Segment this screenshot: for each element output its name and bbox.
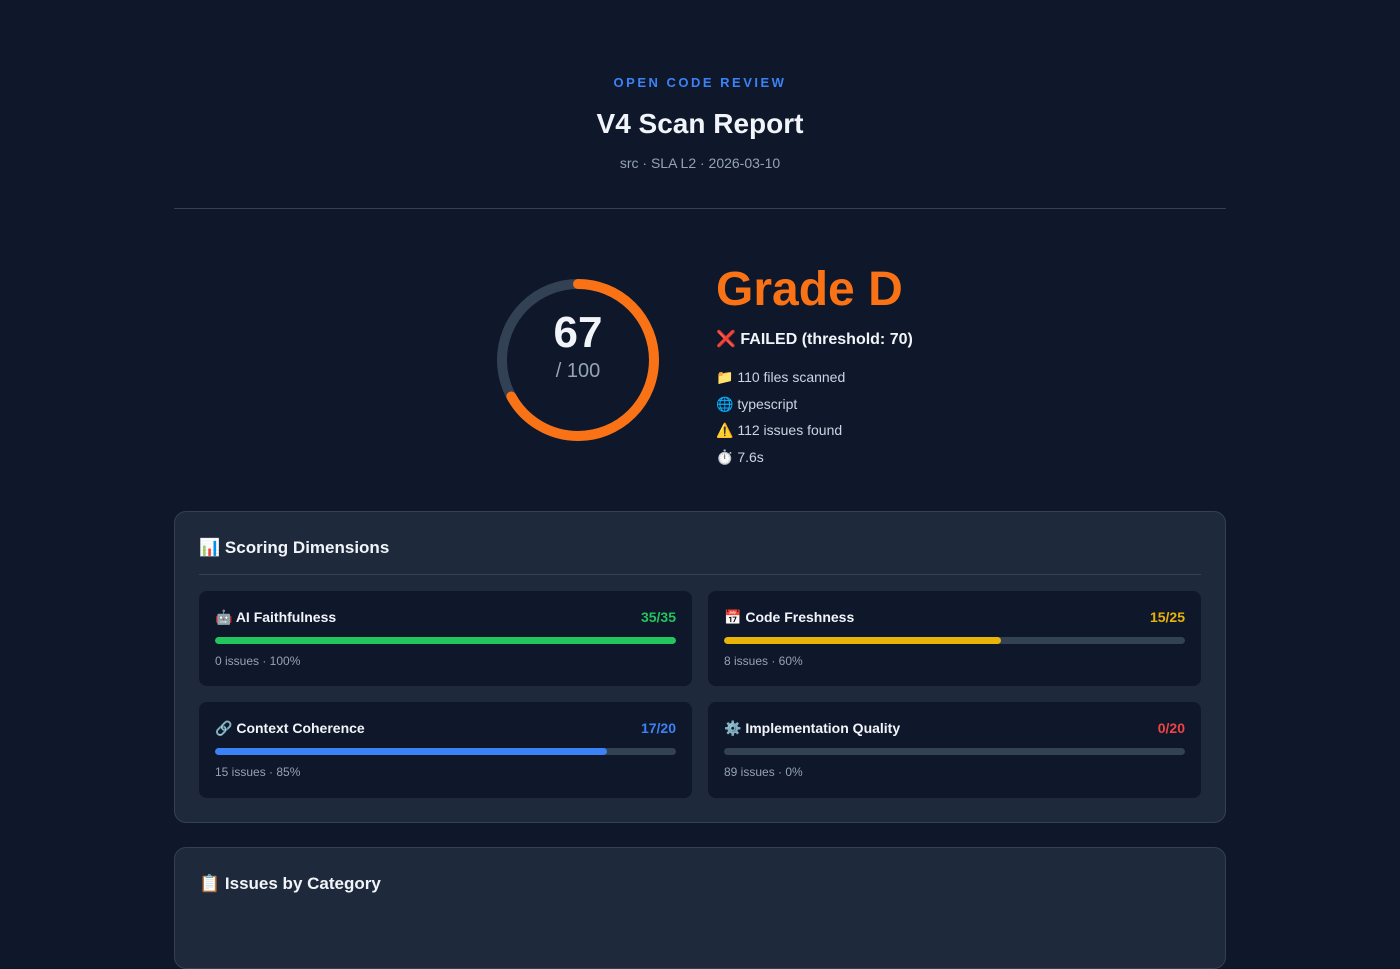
card-heading: 📊 Scoring Dimensions — [199, 538, 389, 558]
dimension-icon: 🔗 — [215, 720, 233, 736]
dimension-cell: ⚙️ Implementation Quality 0/20 89 issues ·… — [708, 702, 1201, 798]
dimension-title: Implementation Quality — [745, 720, 901, 736]
progress-track — [724, 637, 1185, 644]
divider — [199, 574, 1201, 575]
meta-text: typescript — [737, 395, 798, 412]
icon: 📋 — [199, 874, 221, 893]
dimension-cell: 🤖 AI Faithfulness 35/35 0 issues · 100% — [199, 591, 692, 686]
dimension-name: ⚙️ Implementation Quality — [724, 720, 900, 737]
heading: Issues by Category — [224, 874, 381, 893]
dimension-title: Context Coherence — [236, 720, 365, 736]
heading: Scoring Dimensions — [224, 538, 390, 557]
dimension-detail: 89 issues · 0% — [724, 765, 803, 779]
progress-track — [215, 748, 676, 755]
dimension-score: 17/20 — [640, 720, 676, 736]
progress-bar — [215, 637, 676, 644]
meta-text: 7.6s — [737, 448, 764, 465]
status-icon: ❌ — [716, 331, 736, 348]
meta-item: ⏱️ 7.6s — [716, 449, 764, 466]
dimension-title: AI Faithfulness — [235, 609, 337, 625]
progress-bar — [215, 748, 607, 755]
meta-icon: ⚠️ — [716, 422, 734, 438]
dimension-name: 🤖 AI Faithfulness — [215, 609, 336, 626]
status-text: FAILED (threshold: 70) — [740, 331, 913, 348]
divider — [174, 208, 1226, 209]
eyebrow: OPEN CODE REVIEW — [613, 75, 787, 90]
subtitle: src · SLA L2 · 2026-03-10 — [619, 155, 781, 171]
meta-item: 📁 110 files scanned — [716, 369, 845, 386]
progress-track — [724, 748, 1185, 755]
progress-track — [215, 637, 676, 644]
dimension-detail: 0 issues · 100% — [215, 654, 301, 668]
meta-item: 🌐 typescript — [716, 396, 797, 413]
dimension-name: 📅 Code Freshness — [724, 609, 854, 626]
score-max: / 100 — [555, 360, 601, 382]
card-heading: 📋 Issues by Category — [199, 874, 381, 894]
score: 67 — [553, 308, 603, 357]
dimension-icon: 🤖 — [215, 609, 233, 625]
meta-text: 110 files scanned — [737, 369, 846, 385]
grade: Grade D — [716, 263, 903, 316]
dimension-name: 🔗 Context Coherence — [215, 720, 365, 737]
ring-arc — [497, 279, 659, 441]
dimension-icon: ⚙️ — [724, 720, 742, 736]
meta-icon: ⏱️ — [716, 448, 734, 465]
dimension-icon: 📅 — [724, 609, 742, 625]
page: OPEN CODE REVIEW V4 Scan Report src · SL… — [174, 75, 1226, 969]
dimension-cell: 📅 Code Freshness 15/25 8 issues · 60% — [708, 591, 1201, 686]
dimension-score: 35/35 — [640, 609, 676, 625]
meta-item: ⚠️ 112 issues found — [716, 422, 842, 439]
meta-icon: 🌐 — [716, 395, 734, 412]
progress-bar — [724, 637, 1001, 644]
dimension-title: Code Freshness — [745, 609, 855, 625]
issues-card — [174, 847, 1226, 969]
dimension-detail: 15 issues · 85% — [215, 765, 301, 779]
title: V4 Scan Report — [596, 108, 804, 139]
dimension-score: 15/25 — [1149, 609, 1185, 625]
meta-text: 112 issues found — [737, 422, 843, 438]
dimension-score: 0/20 — [1157, 720, 1185, 736]
status: ❌ FAILED (threshold: 70) — [716, 329, 913, 349]
meta-icon: 📁 — [716, 369, 734, 385]
dimension-detail: 8 issues · 60% — [724, 654, 803, 668]
icon: 📊 — [199, 538, 221, 557]
dimension-cell: 🔗 Context Coherence 17/20 15 issues · 85% — [199, 702, 692, 798]
score-ring — [497, 279, 659, 441]
